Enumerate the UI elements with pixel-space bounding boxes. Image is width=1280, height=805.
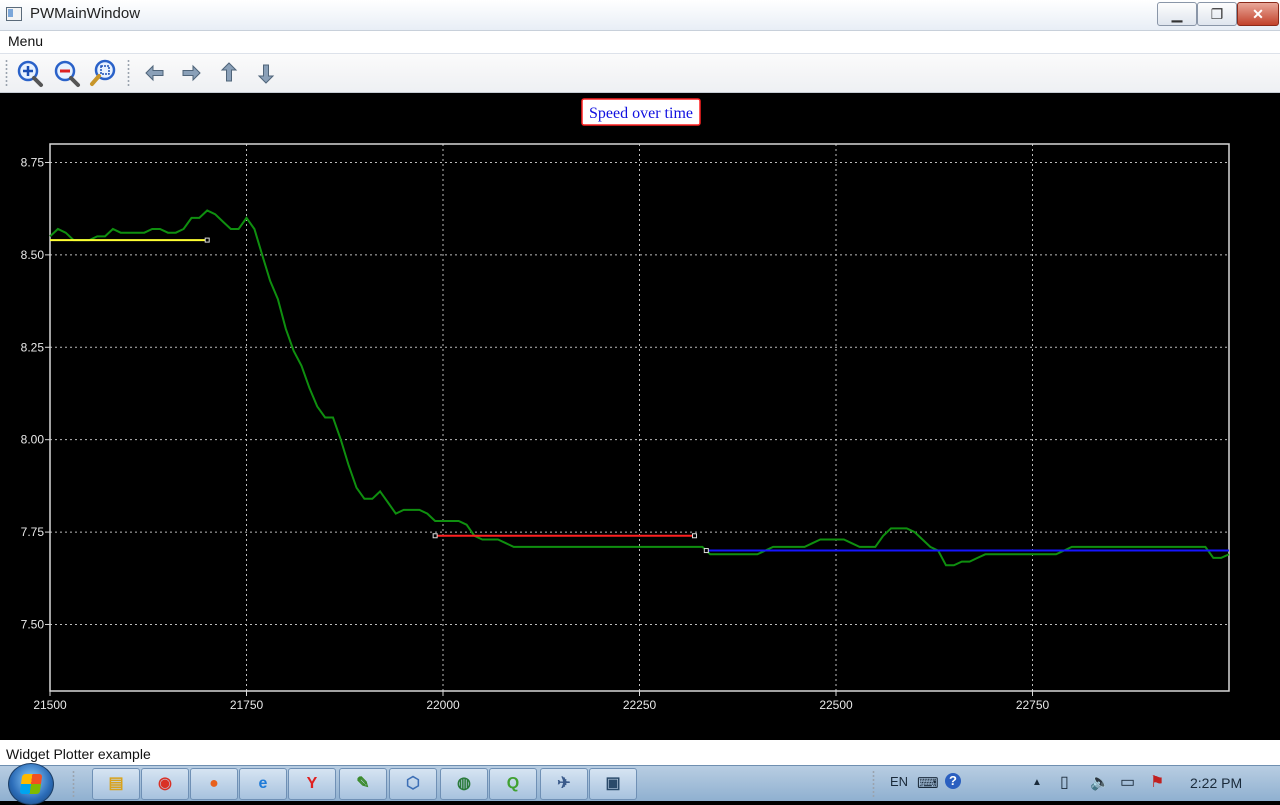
close-button[interactable]: ✕ <box>1237 2 1279 26</box>
maximize-button[interactable]: ❐ <box>1197 2 1237 26</box>
arrow-down-icon <box>257 64 275 84</box>
status-bar: Widget Plotter example <box>0 740 1280 765</box>
toolbar-grip[interactable] <box>127 59 130 87</box>
chart-title-box <box>581 98 701 126</box>
menu-item-menu[interactable]: Menu <box>8 33 44 49</box>
start-button[interactable] <box>8 763 54 805</box>
x-tick-label: 22750 <box>1016 698 1050 712</box>
x-tick-label: 22500 <box>819 698 853 712</box>
internet-explorer-icon[interactable]: e <box>239 768 287 800</box>
x-tick-label: 21500 <box>33 698 67 712</box>
taskbar: ▤ ◉ ● e Y ✎ ⬡ ◍ Q ✈ ▣ EN ⌨ ? ▲ ▯ 🔈 ▭ ⚑ 2… <box>0 763 1280 805</box>
title-bar: PWMainWindow ▁ ❐ ✕ <box>0 0 1280 31</box>
segment-end-marker <box>692 533 698 539</box>
keyboard-icon[interactable]: ⌨ <box>917 775 939 792</box>
pan-right-button[interactable] <box>176 58 208 88</box>
box-icon[interactable]: ⬡ <box>389 768 437 800</box>
segment-start-marker <box>432 533 438 539</box>
toolbar <box>0 54 1280 93</box>
y-tick-label: 7.75 <box>21 525 45 539</box>
segment-end-marker <box>204 237 210 243</box>
y-tick-label: 7.50 <box>21 617 45 631</box>
status-text: Widget Plotter example <box>6 746 151 762</box>
yandex-icon[interactable]: Y <box>288 768 336 800</box>
flag-icon[interactable]: ⚑ <box>1150 774 1165 791</box>
taskbar-grip[interactable] <box>872 770 875 798</box>
app-icon <box>6 7 22 21</box>
chart-title: Speed over time <box>589 105 693 122</box>
plot-area[interactable]: 21500 21750 22000 22250 22500 22750 7.50 7.75 8.… <box>0 93 1280 740</box>
tool-icon[interactable]: ✈ <box>540 768 588 800</box>
arrow-right-icon <box>182 64 201 82</box>
taskbar-grip[interactable] <box>72 770 75 798</box>
zoom-out-icon <box>54 60 80 87</box>
x-tick-label: 22250 <box>623 698 657 712</box>
y-tick-label: 8.50 <box>21 248 45 262</box>
speed-chart[interactable]: 21500 21750 22000 22250 22500 22750 7.50 7.75 8.… <box>0 93 1280 740</box>
device-icon[interactable]: ▯ <box>1060 774 1069 791</box>
data-lines <box>49 209 1230 567</box>
clock[interactable]: 2:22 PM <box>1190 775 1243 791</box>
segment-start-marker <box>703 548 709 554</box>
speed-series-line <box>49 209 1230 567</box>
notepad-icon[interactable]: ✎ <box>339 768 387 800</box>
zoom-in-button[interactable] <box>14 58 46 88</box>
show-hidden-icons-button[interactable]: ▲ <box>1032 777 1042 788</box>
pan-up-button[interactable] <box>213 58 245 88</box>
language-indicator[interactable]: EN <box>890 774 909 789</box>
volume-icon[interactable]: 🔈 <box>1090 774 1110 791</box>
x-tick-label: 21750 <box>230 698 264 712</box>
axis-ticks: 21500 21750 22000 22250 22500 22750 7.50 7.75 8.… <box>21 155 1050 712</box>
zoom-in-icon <box>17 60 43 87</box>
network-icon[interactable]: ▭ <box>1120 774 1136 791</box>
window-title: PWMainWindow <box>30 5 141 22</box>
qt-icon[interactable]: Q <box>489 768 537 800</box>
chrome-icon[interactable]: ◉ <box>141 768 189 800</box>
y-tick-label: 8.75 <box>21 155 45 169</box>
help-icon[interactable]: ? <box>945 773 961 789</box>
zoom-out-button[interactable] <box>51 58 83 88</box>
firefox-icon[interactable]: ● <box>190 768 238 800</box>
minimize-button[interactable]: ▁ <box>1157 2 1197 26</box>
y-tick-label: 8.00 <box>21 433 45 447</box>
zoom-fit-icon <box>90 59 116 86</box>
arrow-up-icon <box>220 62 238 82</box>
file-explorer-icon[interactable]: ▤ <box>92 768 140 800</box>
pan-down-button[interactable] <box>250 58 282 88</box>
arrow-left-icon <box>145 64 164 82</box>
y-tick-label: 8.25 <box>21 340 45 354</box>
pan-left-button[interactable] <box>138 58 170 88</box>
globe-icon[interactable]: ◍ <box>440 768 488 800</box>
x-tick-label: 22000 <box>426 698 460 712</box>
grid <box>50 144 1229 691</box>
windows-logo-icon <box>19 774 43 794</box>
menu-bar: Menu <box>0 31 1280 54</box>
toolbar-grip[interactable] <box>5 59 8 87</box>
window-icon[interactable]: ▣ <box>589 768 637 800</box>
zoom-fit-button[interactable] <box>88 58 120 88</box>
